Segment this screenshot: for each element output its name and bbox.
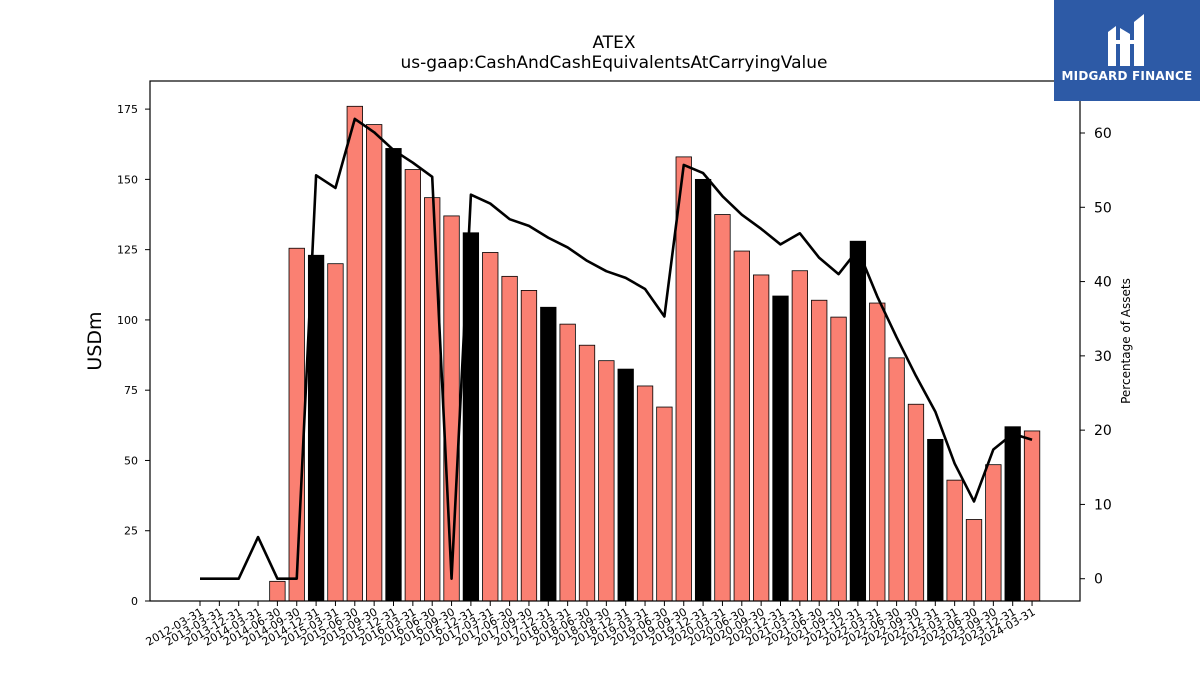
- bar: [346, 105, 363, 602]
- bar: [694, 178, 712, 602]
- bar: [1004, 426, 1021, 602]
- bar: [772, 295, 789, 602]
- midgard-logo-icon: [1108, 14, 1144, 66]
- y2-tick-label: 0: [1094, 572, 1103, 588]
- bar: [385, 148, 402, 602]
- bar: [985, 464, 1002, 602]
- y-tick-label: 75: [124, 384, 138, 397]
- bar: [907, 403, 925, 602]
- brand-logo: MIDGARD FINANCE: [1054, 0, 1200, 101]
- bar: [578, 344, 596, 602]
- bar: [946, 479, 963, 602]
- bar: [443, 215, 460, 602]
- y-tick-label: 175: [117, 103, 138, 116]
- bar: [288, 247, 305, 602]
- y-tick-label: 100: [117, 314, 138, 327]
- y-tick-label: 150: [117, 173, 138, 186]
- bar: [269, 580, 286, 602]
- y2-tick-label: 50: [1094, 200, 1112, 216]
- bar-series: [269, 105, 1041, 602]
- bar: [366, 124, 383, 602]
- bar: [869, 302, 886, 602]
- y-tick-label: 50: [124, 454, 138, 467]
- bar: [327, 263, 344, 602]
- bar: [501, 275, 518, 602]
- bar: [811, 299, 828, 602]
- chart-title: ATEX: [592, 33, 635, 53]
- bar: [482, 252, 499, 602]
- y2-tick-label: 10: [1094, 497, 1112, 513]
- y2-axis-label: Percentage of Assets: [1119, 278, 1133, 404]
- bar: [424, 197, 441, 602]
- bar: [617, 368, 634, 602]
- line-series: [200, 117, 1033, 581]
- bar: [791, 270, 808, 602]
- bar: [404, 169, 421, 602]
- bar: [849, 240, 867, 602]
- bar: [733, 250, 750, 602]
- series-line: [200, 117, 1033, 581]
- bar: [656, 406, 673, 602]
- bar: [598, 360, 615, 602]
- y-tick-label: 0: [131, 595, 138, 608]
- y2-tick-label: 40: [1094, 275, 1112, 291]
- brand-name: MIDGARD FINANCE: [1061, 69, 1193, 83]
- bar: [540, 306, 557, 602]
- bar: [927, 438, 944, 602]
- chart-subtitle: us-gaap:CashAndCashEquivalentsAtCarrying…: [401, 53, 828, 73]
- bar: [675, 156, 692, 602]
- y2-tick-label: 20: [1094, 423, 1112, 439]
- bar: [714, 214, 731, 602]
- bar: [636, 385, 654, 602]
- y2-tick-label: 60: [1094, 126, 1112, 142]
- bar: [888, 357, 905, 602]
- bar: [830, 316, 847, 602]
- bar: [965, 519, 983, 602]
- y-tick-label: 25: [124, 525, 138, 538]
- y-tick-label: 125: [117, 244, 138, 257]
- y-axis-label: USDm: [84, 311, 106, 370]
- bar: [753, 274, 770, 602]
- bar: [559, 323, 576, 602]
- plot-frame: [149, 80, 1081, 602]
- y2-tick-label: 30: [1094, 349, 1112, 365]
- bar: [520, 290, 538, 602]
- bar: [1023, 430, 1041, 602]
